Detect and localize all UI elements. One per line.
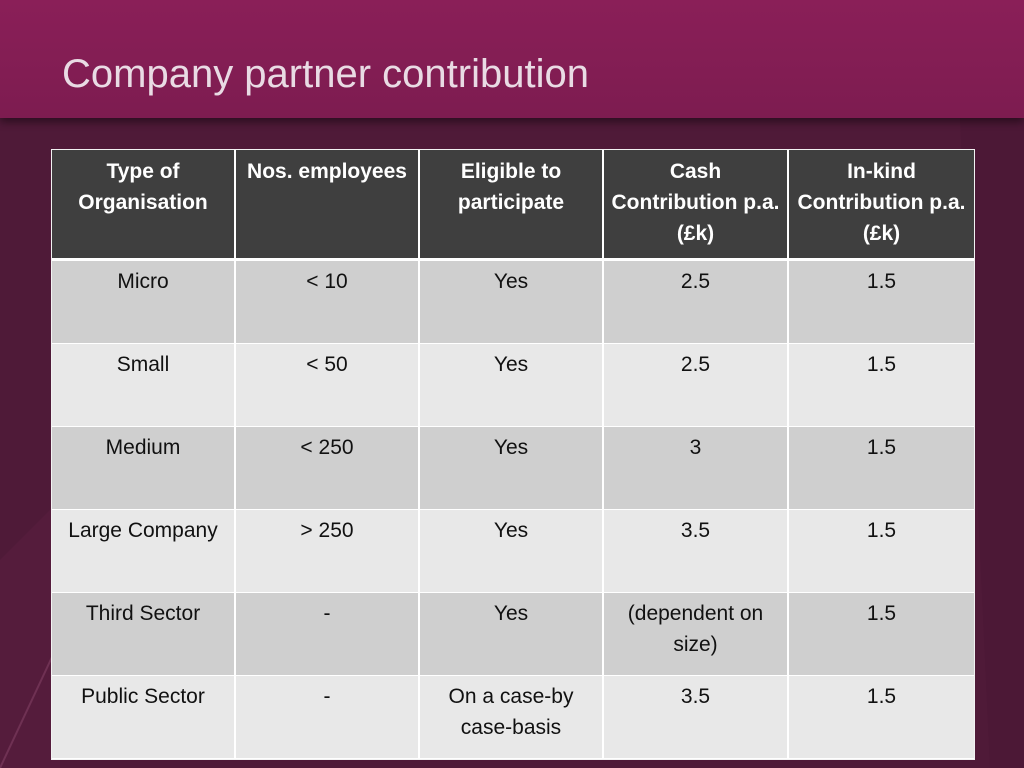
cell-employees: < 10 <box>236 261 420 344</box>
cell-eligible: Yes <box>420 261 604 344</box>
cell-in-kind-contribution: 1.5 <box>789 427 974 510</box>
cell-eligible: Yes <box>420 427 604 510</box>
table-row: Small < 50 Yes 2.5 1.5 <box>52 344 974 427</box>
slide-title: Company partner contribution <box>62 52 589 96</box>
cell-organisation-type: Small <box>52 344 236 427</box>
cell-eligible: Yes <box>420 344 604 427</box>
cell-eligible: Yes <box>420 593 604 676</box>
table-row: Micro < 10 Yes 2.5 1.5 <box>52 261 974 344</box>
contribution-table-container: Type of Organisation Nos. employees Elig… <box>51 149 975 760</box>
table-row: Public Sector - On a case-by case-basis … <box>52 676 974 759</box>
header-in-kind-contribution: In-kind Contribution p.a. (£k) <box>789 150 974 261</box>
table-row: Large Company > 250 Yes 3.5 1.5 <box>52 510 974 593</box>
cell-cash-contribution: 2.5 <box>604 261 789 344</box>
contribution-table: Type of Organisation Nos. employees Elig… <box>51 149 975 760</box>
cell-employees: < 50 <box>236 344 420 427</box>
table-row: Third Sector - Yes (dependent on size) 1… <box>52 593 974 676</box>
cell-employees: - <box>236 593 420 676</box>
cell-in-kind-contribution: 1.5 <box>789 261 974 344</box>
cell-employees: < 250 <box>236 427 420 510</box>
header-nos-employees: Nos. employees <box>236 150 420 261</box>
cell-cash-contribution: (dependent on size) <box>604 593 789 676</box>
cell-in-kind-contribution: 1.5 <box>789 510 974 593</box>
cell-organisation-type: Micro <box>52 261 236 344</box>
cell-eligible: Yes <box>420 510 604 593</box>
cell-organisation-type: Third Sector <box>52 593 236 676</box>
cell-cash-contribution: 3 <box>604 427 789 510</box>
cell-employees: > 250 <box>236 510 420 593</box>
cell-cash-contribution: 3.5 <box>604 676 789 759</box>
header-type-of-organisation: Type of Organisation <box>52 150 236 261</box>
cell-employees: - <box>236 676 420 759</box>
cell-eligible: On a case-by case-basis <box>420 676 604 759</box>
header-cash-contribution: Cash Contribution p.a. (£k) <box>604 150 789 261</box>
cell-organisation-type: Large Company <box>52 510 236 593</box>
cell-cash-contribution: 3.5 <box>604 510 789 593</box>
cell-organisation-type: Public Sector <box>52 676 236 759</box>
table-header-row: Type of Organisation Nos. employees Elig… <box>52 150 974 261</box>
table-row: Medium < 250 Yes 3 1.5 <box>52 427 974 510</box>
cell-in-kind-contribution: 1.5 <box>789 676 974 759</box>
cell-in-kind-contribution: 1.5 <box>789 593 974 676</box>
cell-cash-contribution: 2.5 <box>604 344 789 427</box>
header-eligible-to-participate: Eligible to participate <box>420 150 604 261</box>
cell-organisation-type: Medium <box>52 427 236 510</box>
title-bar: Company partner contribution <box>0 0 1024 118</box>
cell-in-kind-contribution: 1.5 <box>789 344 974 427</box>
